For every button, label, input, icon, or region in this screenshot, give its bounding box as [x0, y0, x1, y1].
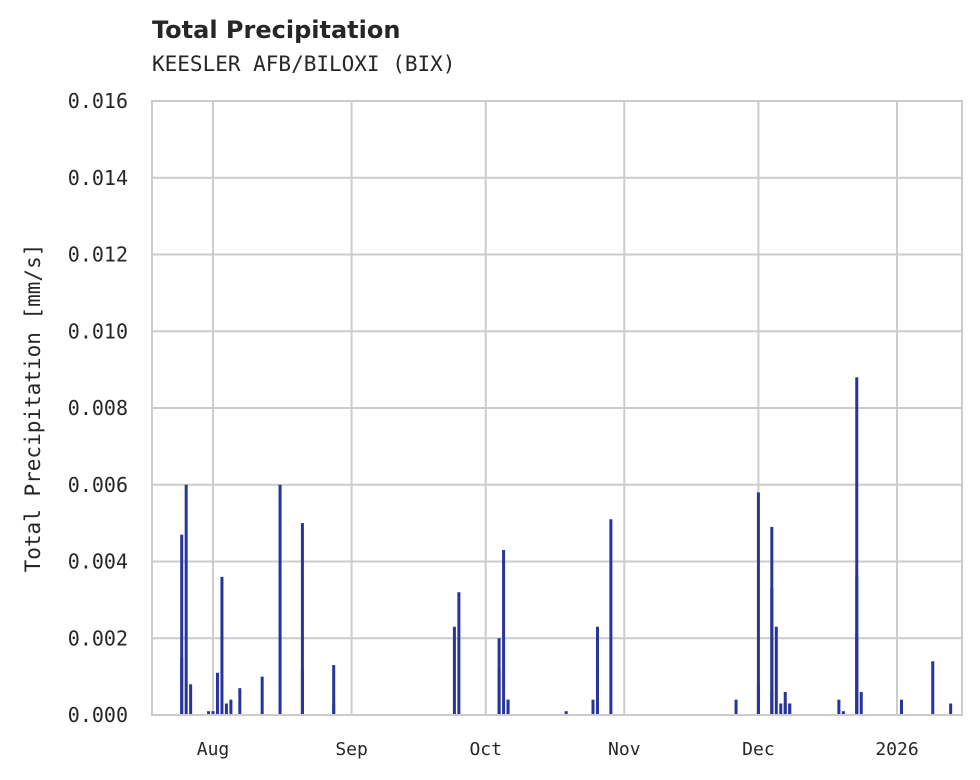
precipitation-bar — [591, 699, 595, 715]
x-tick-label: Dec — [742, 739, 775, 760]
y-tick-label: 0.008 — [68, 396, 128, 420]
y-tick-label: 0.002 — [68, 626, 128, 650]
precipitation-bar — [457, 592, 461, 715]
precipitation-bar — [609, 519, 613, 715]
precipitation-bar — [788, 703, 792, 715]
precipitation-bar — [783, 703, 787, 715]
precipitation-bars — [180, 377, 953, 715]
precipitation-bar — [497, 638, 501, 715]
chart-subtitle: KEESLER AFB/BILOXI (BIX) — [152, 52, 456, 76]
chart-title: Total Precipitation — [152, 16, 401, 44]
precipitation-bar — [770, 526, 774, 715]
y-tick-label: 0.010 — [68, 319, 128, 343]
precipitation-bar — [229, 699, 233, 715]
precipitation-bar — [899, 711, 903, 715]
y-tick-label: 0.016 — [68, 89, 128, 113]
precipitation-bar — [211, 711, 215, 715]
precipitation-bar — [899, 699, 903, 715]
precipitation-bar — [238, 688, 242, 715]
precipitation-bar — [300, 668, 304, 715]
precipitation-bar — [332, 665, 336, 715]
precipitation-bar — [859, 691, 863, 715]
precipitation-bar — [215, 672, 219, 715]
precipitation-bar — [180, 534, 184, 715]
x-tick-label: Aug — [197, 739, 230, 760]
precipitation-bar — [841, 711, 845, 715]
precipitation-bar — [300, 523, 304, 715]
precipitation-bar — [855, 634, 859, 715]
precipitation-bar — [756, 492, 760, 715]
precipitation-bar — [595, 668, 599, 715]
y-tick-label: 0.004 — [68, 550, 128, 574]
precipitation-bar — [779, 703, 783, 715]
x-tick-label: Sep — [335, 739, 368, 760]
y-tick-label: 0.012 — [68, 243, 128, 267]
precipitation-bar — [734, 699, 738, 715]
precipitation-bar — [506, 699, 510, 715]
y-tick-label: 0.006 — [68, 473, 128, 497]
precipitation-bar — [855, 377, 859, 715]
precipitation-bar — [224, 703, 228, 715]
precipitation-bar — [332, 703, 336, 715]
x-tick-label: Nov — [608, 739, 641, 760]
precipitation-bar — [774, 626, 778, 715]
precipitation-bar — [260, 676, 264, 715]
x-tick-label: Oct — [469, 739, 502, 760]
grid-lines — [152, 100, 962, 716]
precipitation-bar — [502, 549, 506, 715]
precipitation-bar — [564, 711, 568, 715]
y-axis-ticks: 0.000 0.002 0.004 0.006 0.008 0.010 0.012 0.014… — [68, 89, 128, 727]
plot-frame — [151, 100, 963, 716]
y-tick-label: 0.014 — [68, 166, 128, 190]
precipitation-bar — [207, 711, 211, 715]
precipitation-bar — [278, 484, 282, 715]
precipitation-bar — [949, 703, 953, 715]
precipitation-bar — [452, 626, 456, 715]
precipitation-bar — [180, 657, 184, 715]
x-tick-label: 2026 — [875, 739, 918, 760]
x-axis-ticks: Aug Sep Oct Nov Dec 2026 — [197, 739, 919, 760]
precipitation-bar — [184, 484, 188, 715]
precipitation-bar — [837, 699, 841, 715]
y-tick-label: 0.000 — [68, 703, 128, 727]
precipitation-bar — [931, 661, 935, 715]
precipitation-bar — [189, 684, 193, 715]
precipitation-bar — [220, 576, 224, 715]
